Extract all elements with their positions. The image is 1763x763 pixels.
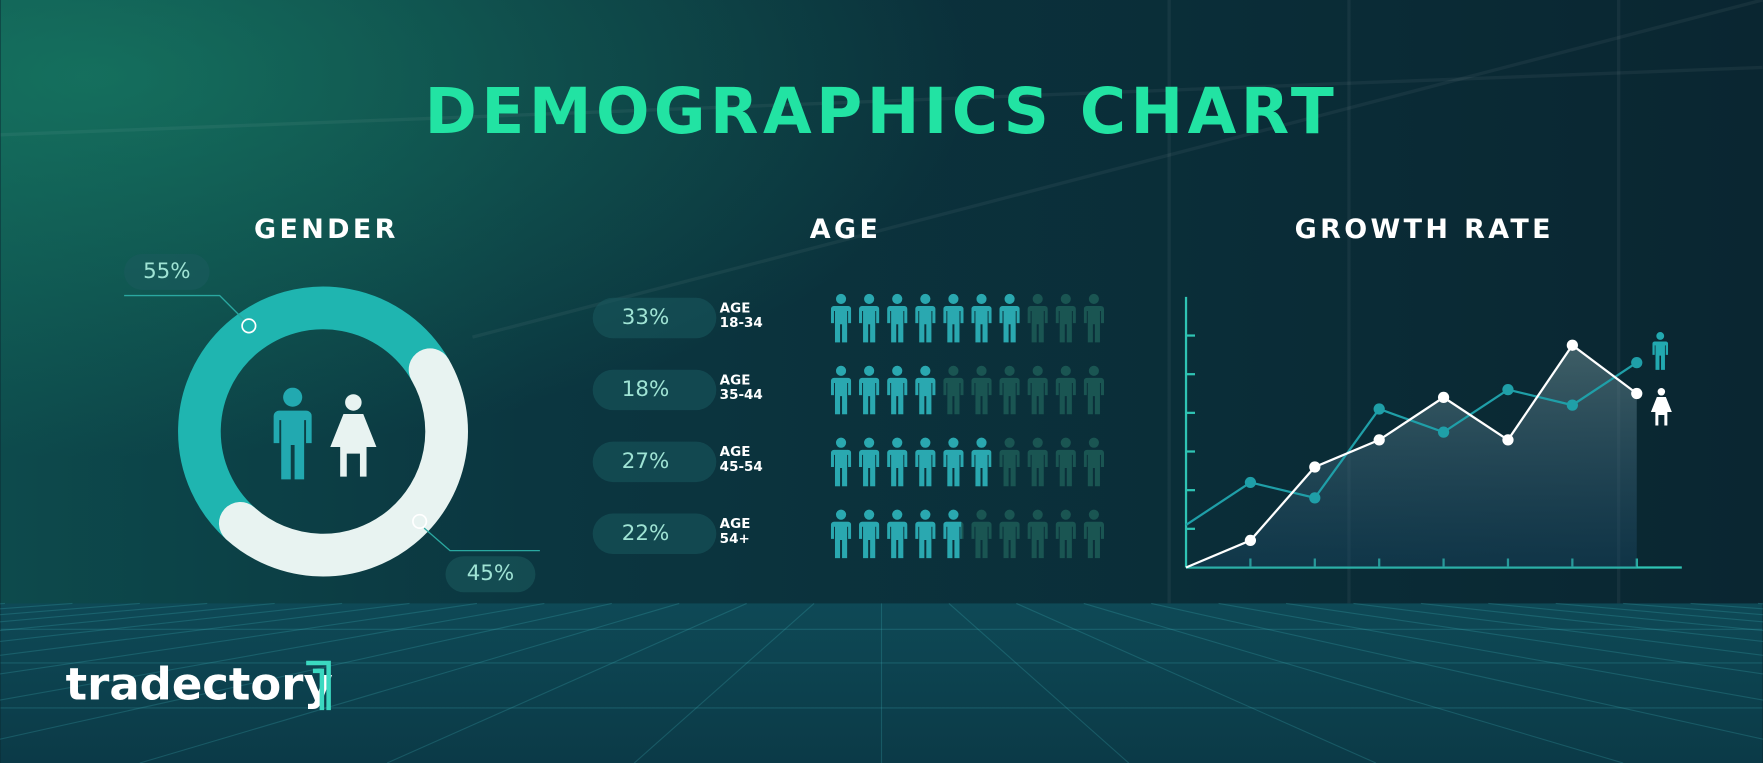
value-label: 27% <box>622 449 669 474</box>
age-label: AGE 45-54 <box>719 444 763 475</box>
section-title: AGE <box>810 214 882 245</box>
donut-segment <box>218 348 468 577</box>
data-line <box>1185 361 1638 526</box>
value-pill <box>592 369 717 411</box>
floor <box>0 603 1763 763</box>
data-point <box>1309 492 1321 504</box>
age-label: AGE 18-34 <box>719 301 763 331</box>
data-point <box>1631 356 1643 369</box>
data-point <box>1309 461 1321 473</box>
age-label-box: AGE 18-34 <box>719 301 763 331</box>
logo-mark <box>306 660 331 711</box>
age-label-box: AGE 54+ <box>719 516 751 547</box>
leader-line <box>423 527 540 552</box>
data-point <box>1502 384 1514 396</box>
data-point <box>1566 339 1578 351</box>
value-pill <box>592 513 717 554</box>
age-label: AGE 35-44 <box>719 373 763 403</box>
donut-segment <box>178 286 452 545</box>
data-point <box>1502 434 1514 446</box>
value-label-pill <box>124 253 210 290</box>
data-point <box>1631 387 1643 400</box>
age-label-box: AGE 45-54 <box>719 444 763 475</box>
age-label: AGE 54+ <box>719 516 751 547</box>
leader-dot <box>412 513 428 529</box>
data-point <box>1437 391 1450 404</box>
data-point <box>1244 534 1257 547</box>
data-point <box>1373 403 1385 415</box>
age-label-box: AGE 35-44 <box>719 373 763 403</box>
floor-grid <box>0 602 1763 763</box>
section-title: GROWTH RATE <box>1295 214 1554 245</box>
value-label: 33% <box>622 305 669 330</box>
data-line <box>1185 343 1638 569</box>
value-label: 22% <box>622 521 669 546</box>
value-label-pill <box>445 556 536 593</box>
value-pill <box>592 297 717 339</box>
section-title: GENDER <box>254 214 399 245</box>
value-label: 45% <box>467 561 514 586</box>
data-point <box>1373 434 1385 446</box>
area-fill <box>1186 345 1637 568</box>
leader-dot <box>241 318 257 334</box>
page-title: DEMOGRAPHICS CHART <box>425 75 1339 148</box>
leader-line <box>124 294 245 321</box>
logo: tradectory <box>66 658 333 711</box>
value-label: 18% <box>622 377 669 402</box>
value-label: 55% <box>143 259 190 284</box>
data-point <box>1437 426 1450 438</box>
value-pill <box>592 441 717 483</box>
data-point <box>1244 476 1257 489</box>
data-point <box>1566 399 1578 411</box>
